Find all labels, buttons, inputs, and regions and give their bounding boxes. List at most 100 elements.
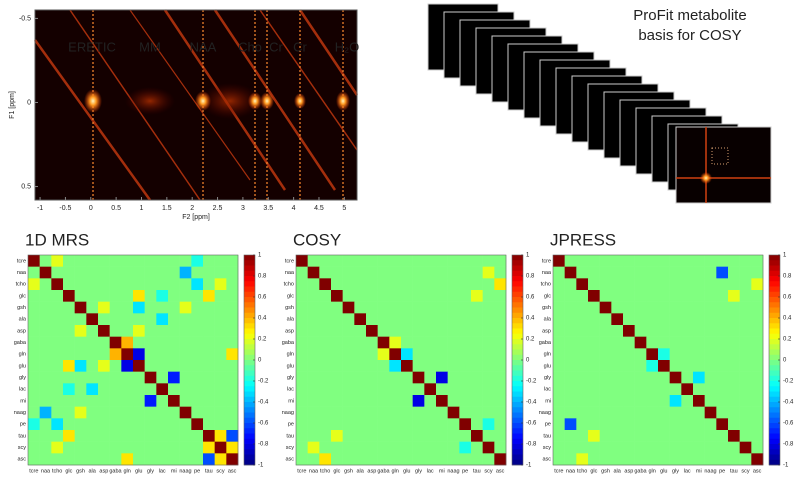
heatmap-cell <box>39 453 52 466</box>
heatmap-cell <box>494 325 507 337</box>
heatmap-cell <box>576 255 589 267</box>
heatmap-cell <box>296 395 308 407</box>
heatmap-cell <box>98 453 110 466</box>
heatmap-cell <box>191 383 204 396</box>
heatmap-panel: JPRESStcretcrenaanaatchotchoglcglcgshgsh… <box>539 230 794 474</box>
colorbar-step <box>769 307 780 314</box>
heatmap-cell <box>599 336 612 349</box>
heatmap-cell <box>751 348 764 361</box>
heatmap-cell <box>389 325 402 337</box>
heatmap-cell <box>86 336 99 349</box>
heatmap-cell <box>739 290 752 302</box>
colorbar-step <box>244 323 255 329</box>
colorbar-tick-label: 0.8 <box>526 274 535 280</box>
column-label: tau <box>730 468 738 474</box>
colorbar-tick-label: -0.4 <box>526 400 537 406</box>
row-label: asp <box>542 328 551 334</box>
heatmap-cell <box>564 313 577 326</box>
heatmap-cell <box>226 383 239 396</box>
heatmap-cell <box>133 371 145 384</box>
heatmap-cell <box>611 255 624 267</box>
heatmap-cell <box>728 336 740 349</box>
heatmap-cell <box>144 383 157 396</box>
colorbar-step <box>769 428 780 434</box>
heatmap-cell <box>342 371 355 384</box>
heatmap-cell <box>63 325 75 337</box>
heatmap-cell <box>354 430 367 442</box>
heatmap-cell <box>588 313 600 326</box>
heatmap-cell <box>564 266 577 279</box>
heatmap-cell <box>751 313 764 326</box>
heatmap-cell <box>214 441 227 454</box>
heatmap-cell <box>471 395 483 407</box>
colorbar-tick-label: -0.4 <box>783 400 794 406</box>
column-label: asp <box>367 468 376 474</box>
row-label: glc <box>19 293 26 299</box>
colorbar-step <box>769 323 780 329</box>
heatmap-cell <box>739 395 752 407</box>
heatmap-cell <box>564 371 577 384</box>
heatmap-cell <box>226 313 239 326</box>
heatmap-cell <box>401 266 413 279</box>
heatmap-cell <box>168 395 180 407</box>
heatmap-cell <box>98 266 110 279</box>
heatmap-cell <box>342 301 355 314</box>
heatmap-cell <box>681 313 694 326</box>
heatmap-cell <box>646 266 659 279</box>
heatmap-cell <box>319 290 332 302</box>
colorbar-tick-label: 0.2 <box>783 337 792 343</box>
heatmap-cell <box>401 418 413 431</box>
heatmap-cell <box>51 406 64 419</box>
heatmap-cell <box>693 348 705 361</box>
heatmap-cell <box>354 336 367 349</box>
heatmap-cell <box>342 441 355 454</box>
heatmap-cell <box>716 325 729 337</box>
heatmap-cell <box>623 336 635 349</box>
colorbar-step <box>512 265 523 272</box>
peak-label: Cr <box>269 39 283 54</box>
heatmap-cell <box>168 255 180 267</box>
row-label: tcho <box>16 282 26 288</box>
colorbar-tick-label: 0 <box>526 358 530 364</box>
heatmap-cell <box>354 418 367 431</box>
heatmap-cell <box>377 371 390 384</box>
heatmap-cell <box>739 301 752 314</box>
spectrum-panel: F2 [ppm] F1 [ppm] -1 -0.5 0 0.5 1 1.5 2 2.5 3 3.5… <box>9 9 359 221</box>
heatmap-cell <box>751 418 764 431</box>
heatmap-cell <box>28 301 40 314</box>
heatmap-cell <box>681 278 694 291</box>
colorbar-step <box>769 318 780 324</box>
heatmap-cell <box>203 383 215 396</box>
heatmap-cell <box>576 313 589 326</box>
heatmap-cell <box>377 348 390 361</box>
colorbar-tick-label: -0.8 <box>258 442 269 448</box>
row-label: naa <box>542 270 552 276</box>
heatmap-cell <box>728 255 740 267</box>
heatmap-cell <box>319 441 332 454</box>
heatmap-cell <box>203 441 215 454</box>
heatmap-cell <box>401 301 413 314</box>
x-tick-label: 4.5 <box>314 205 324 212</box>
heatmap-cell <box>459 441 472 454</box>
row-label: ala <box>287 317 295 323</box>
colorbar-step <box>512 375 523 382</box>
heatmap-cell <box>144 430 157 442</box>
heatmap-cell <box>63 453 75 466</box>
heatmap-cell <box>646 360 659 372</box>
heatmap-cell <box>214 371 227 384</box>
heatmap-cell <box>704 290 717 302</box>
heatmap-cell <box>693 371 705 384</box>
heatmap-cell <box>436 290 448 302</box>
heatmap-cell <box>728 406 740 419</box>
heatmap-cell <box>669 418 682 431</box>
colorbar-step <box>512 328 523 335</box>
heatmap-cell <box>366 325 378 337</box>
heatmap-cell <box>424 360 437 372</box>
colorbar-step <box>244 270 255 277</box>
column-label: naag <box>447 468 459 474</box>
heatmap-cell <box>39 290 52 302</box>
heatmap-cell <box>599 383 612 396</box>
heatmap-cell <box>179 278 192 291</box>
heatmap-cell <box>307 278 320 291</box>
heatmap-cell <box>599 430 612 442</box>
